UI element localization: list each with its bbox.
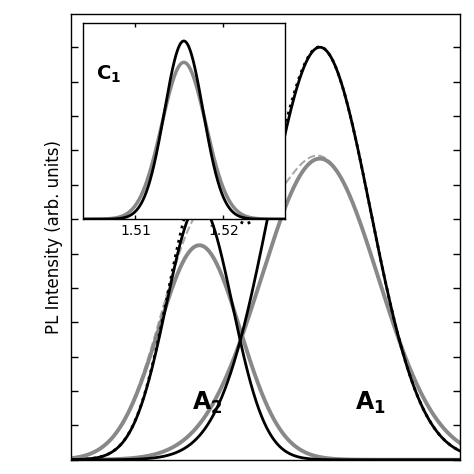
Y-axis label: PL Intensity (arb. units): PL Intensity (arb. units)	[45, 140, 63, 334]
Text: $\mathbf{A_1}$: $\mathbf{A_1}$	[355, 390, 386, 417]
Text: $\mathbf{A_2}$: $\mathbf{A_2}$	[192, 390, 222, 417]
